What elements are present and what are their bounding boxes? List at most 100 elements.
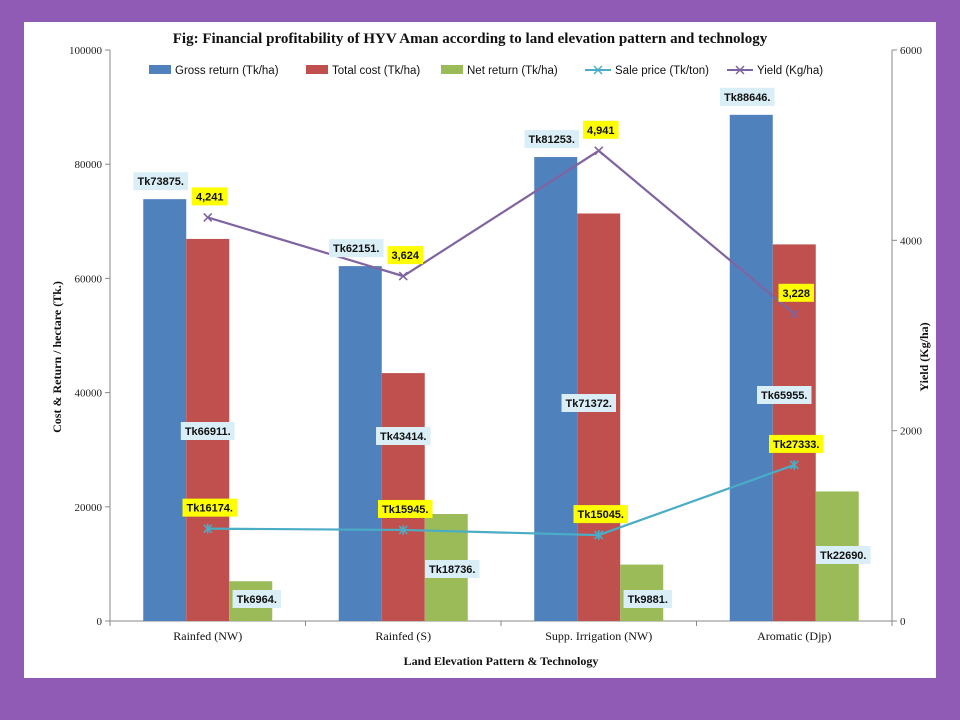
- data-label-text: Tk62151.: [333, 243, 379, 255]
- legend-label: Total cost (Tk/ha): [332, 65, 420, 77]
- data-label: Tk73875.: [133, 172, 188, 191]
- data-label-box: [778, 283, 815, 302]
- legend: Gross return (Tk/ha) Total cost (Tk/ha) Ne…: [149, 65, 823, 77]
- data-label-text: Tk27333.: [773, 439, 819, 451]
- data-label: 3,228: [778, 283, 815, 302]
- data-label-text: Tk73875.: [138, 176, 184, 188]
- data-label-text: Tk66911.: [185, 426, 231, 438]
- bar: [729, 114, 773, 622]
- data-label: Tk81253.: [524, 130, 579, 149]
- data-label: Tk88646.: [720, 87, 775, 106]
- data-label-text: Tk43414.: [380, 431, 426, 443]
- data-label-box: [816, 546, 871, 564]
- data-label: Tk43414.: [376, 427, 431, 445]
- data-label-box: [623, 590, 672, 608]
- bar: [577, 213, 621, 621]
- data-label: Tk15045.: [573, 505, 628, 524]
- point-marker: [594, 146, 604, 156]
- y2-tick-label: 0: [900, 616, 906, 628]
- y2-tick-label: 4000: [900, 235, 923, 247]
- data-label-box: [425, 560, 480, 578]
- point-marker: [398, 524, 408, 535]
- point-marker: [203, 523, 213, 534]
- x-tick-label: Rainfed (NW): [173, 629, 242, 643]
- bar: [338, 266, 382, 621]
- data-label-box: [378, 499, 433, 518]
- data-label: Tk6964.: [232, 590, 281, 608]
- chart-title: Fig: Financial profitability of HYV Aman…: [173, 31, 768, 47]
- data-label-text: Tk16174.: [187, 503, 233, 515]
- data-label: Tk15945.: [378, 499, 433, 518]
- bar: [143, 199, 187, 621]
- data-label-box: [524, 130, 579, 149]
- data-label-text: Tk6964.: [237, 594, 277, 606]
- data-label-box: [573, 505, 628, 524]
- legend-marker: [593, 65, 603, 75]
- slide: Fig: Financial profitability of HYV Aman…: [24, 22, 936, 678]
- data-label: 3,624: [387, 246, 424, 265]
- data-label-text: Tk15045.: [578, 509, 624, 521]
- axes: 0 20000 40000 60000 80000 100000 0 2000 4000 6000…: [69, 45, 923, 643]
- point-marker: [789, 459, 799, 470]
- data-label: Tk18736.: [425, 560, 480, 578]
- data-label: Tk22690.: [816, 546, 871, 564]
- data-label-text: Tk65955.: [761, 390, 807, 402]
- y-tick-label: 100000: [69, 45, 103, 57]
- data-label-text: 3,228: [782, 288, 810, 300]
- legend-label: Sale price (Tk/ton): [615, 65, 709, 77]
- data-label-text: Tk22690.: [820, 550, 866, 562]
- data-label-box: [376, 427, 431, 445]
- data-label-box: [182, 498, 237, 517]
- series-line: [207, 149, 795, 315]
- data-label-text: Tk81253.: [529, 134, 575, 146]
- bar: [772, 244, 816, 621]
- y2-axis-title: Yield (Kg/ha): [917, 322, 931, 391]
- chart: Fig: Financial profitability of HYV Aman…: [50, 31, 931, 668]
- x-axis-title: Land Elevation Pattern & Technology: [404, 654, 599, 668]
- bar: [534, 157, 578, 622]
- data-label: Tk71372.: [561, 394, 616, 412]
- legend-marker: [735, 65, 745, 75]
- data-label: Tk66911.: [180, 422, 235, 440]
- data-label-text: Tk15945.: [382, 504, 428, 516]
- data-labels: Tk73875. Tk62151. Tk81253. Tk88646. Tk66911.…: [133, 87, 871, 608]
- data-label-text: Tk71372.: [566, 398, 612, 410]
- y-tick-label: 20000: [75, 502, 103, 514]
- legend-label: Yield (Kg/ha): [757, 65, 823, 77]
- x-tick-label: Aromatic (Djp): [757, 629, 831, 643]
- data-label-box: [769, 434, 824, 453]
- data-label: Tk16174.: [182, 498, 237, 517]
- data-label-text: 4,241: [196, 191, 224, 203]
- y2-tick-label: 6000: [900, 45, 923, 57]
- x-tick-label: Rainfed (S): [375, 629, 431, 643]
- point-marker: [594, 530, 604, 541]
- x-tick-label: Supp. Irrigation (NW): [545, 629, 652, 643]
- data-label-text: 3,624: [391, 250, 419, 262]
- bars: [143, 114, 859, 622]
- y-tick-label: 40000: [75, 388, 103, 400]
- y-tick-label: 60000: [75, 273, 103, 285]
- y2-tick-label: 2000: [900, 426, 923, 438]
- legend-label: Gross return (Tk/ha): [175, 65, 279, 77]
- data-label-box: [232, 590, 281, 608]
- data-label-text: 4,941: [587, 125, 615, 137]
- data-label-box: [191, 187, 228, 206]
- bar: [381, 373, 425, 621]
- legend-label: Net return (Tk/ha): [467, 65, 558, 77]
- data-label-box: [720, 87, 775, 106]
- point-marker: [789, 309, 799, 319]
- data-label: Tk62151.: [329, 239, 384, 258]
- lines: [203, 146, 799, 541]
- point-marker: [203, 212, 213, 222]
- data-label-box: [180, 422, 235, 440]
- legend-swatch: [306, 65, 328, 74]
- series-line: [207, 463, 795, 537]
- data-label-box: [133, 172, 188, 191]
- data-label-text: Tk18736.: [429, 564, 475, 576]
- y-axis-title: Cost & Return / hectare (Tk.): [50, 281, 64, 433]
- data-label-box: [582, 120, 619, 139]
- data-label-box: [561, 394, 616, 412]
- data-label: Tk27333.: [769, 434, 824, 453]
- data-label-box: [757, 386, 812, 404]
- y-tick-label: 0: [97, 616, 103, 628]
